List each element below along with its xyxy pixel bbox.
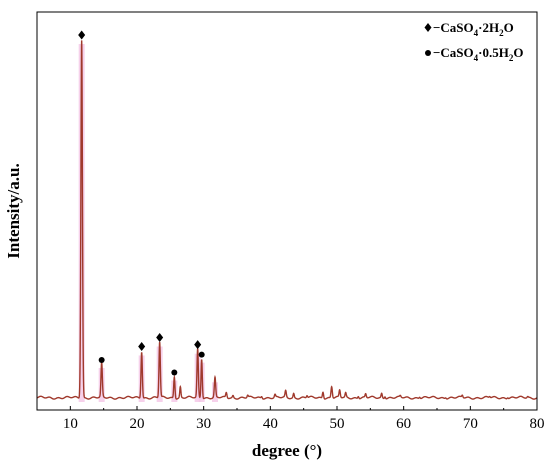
diamond-marker-0 bbox=[78, 30, 86, 40]
peak-marker-layer bbox=[78, 30, 205, 376]
peak-shade-1 bbox=[98, 367, 105, 402]
legend-label-1: −CaSO4·0.5H2O bbox=[433, 45, 523, 63]
peak-shade-8 bbox=[212, 382, 218, 402]
diamond-marker-2 bbox=[138, 341, 146, 351]
peak-shading-layer bbox=[78, 44, 218, 402]
x-tick-label-70: 70 bbox=[463, 416, 478, 432]
circle-marker-4 bbox=[171, 369, 178, 376]
diamond-marker-3 bbox=[156, 333, 164, 343]
x-axis-title: degree (°) bbox=[252, 441, 322, 460]
legend-circle-icon bbox=[425, 50, 431, 56]
x-tick-label-10: 10 bbox=[63, 416, 78, 432]
peak-shade-2 bbox=[138, 355, 145, 402]
x-tick-label-30: 30 bbox=[196, 416, 211, 432]
xrd-pattern-line bbox=[36, 40, 538, 400]
x-tick-label-60: 60 bbox=[396, 416, 411, 432]
peak-shade-4 bbox=[171, 380, 178, 402]
circle-marker-7 bbox=[198, 351, 205, 358]
y-axis-title: Intensity/a.u. bbox=[4, 163, 23, 258]
peak-shade-7 bbox=[198, 362, 205, 402]
diamond-marker-6 bbox=[194, 340, 202, 350]
legend-diamond-icon bbox=[424, 23, 432, 32]
x-axis-ticks: 10 20 30 40 50 60 70 80 bbox=[36, 406, 545, 432]
peak-shade-6 bbox=[194, 353, 201, 402]
plot-frame bbox=[36, 11, 538, 411]
x-tick-label-40: 40 bbox=[263, 416, 278, 432]
peak-shade-0 bbox=[78, 44, 85, 402]
x-tick-label-80: 80 bbox=[530, 416, 545, 432]
legend: −CaSO4·2H2O −CaSO4·0.5H2O bbox=[424, 20, 523, 63]
peak-shade-3 bbox=[156, 346, 163, 402]
x-tick-label-20: 20 bbox=[130, 416, 145, 432]
legend-label-0: −CaSO4·2H2O bbox=[433, 20, 514, 38]
x-tick-label-50: 50 bbox=[330, 416, 345, 432]
circle-marker-1 bbox=[98, 356, 105, 363]
